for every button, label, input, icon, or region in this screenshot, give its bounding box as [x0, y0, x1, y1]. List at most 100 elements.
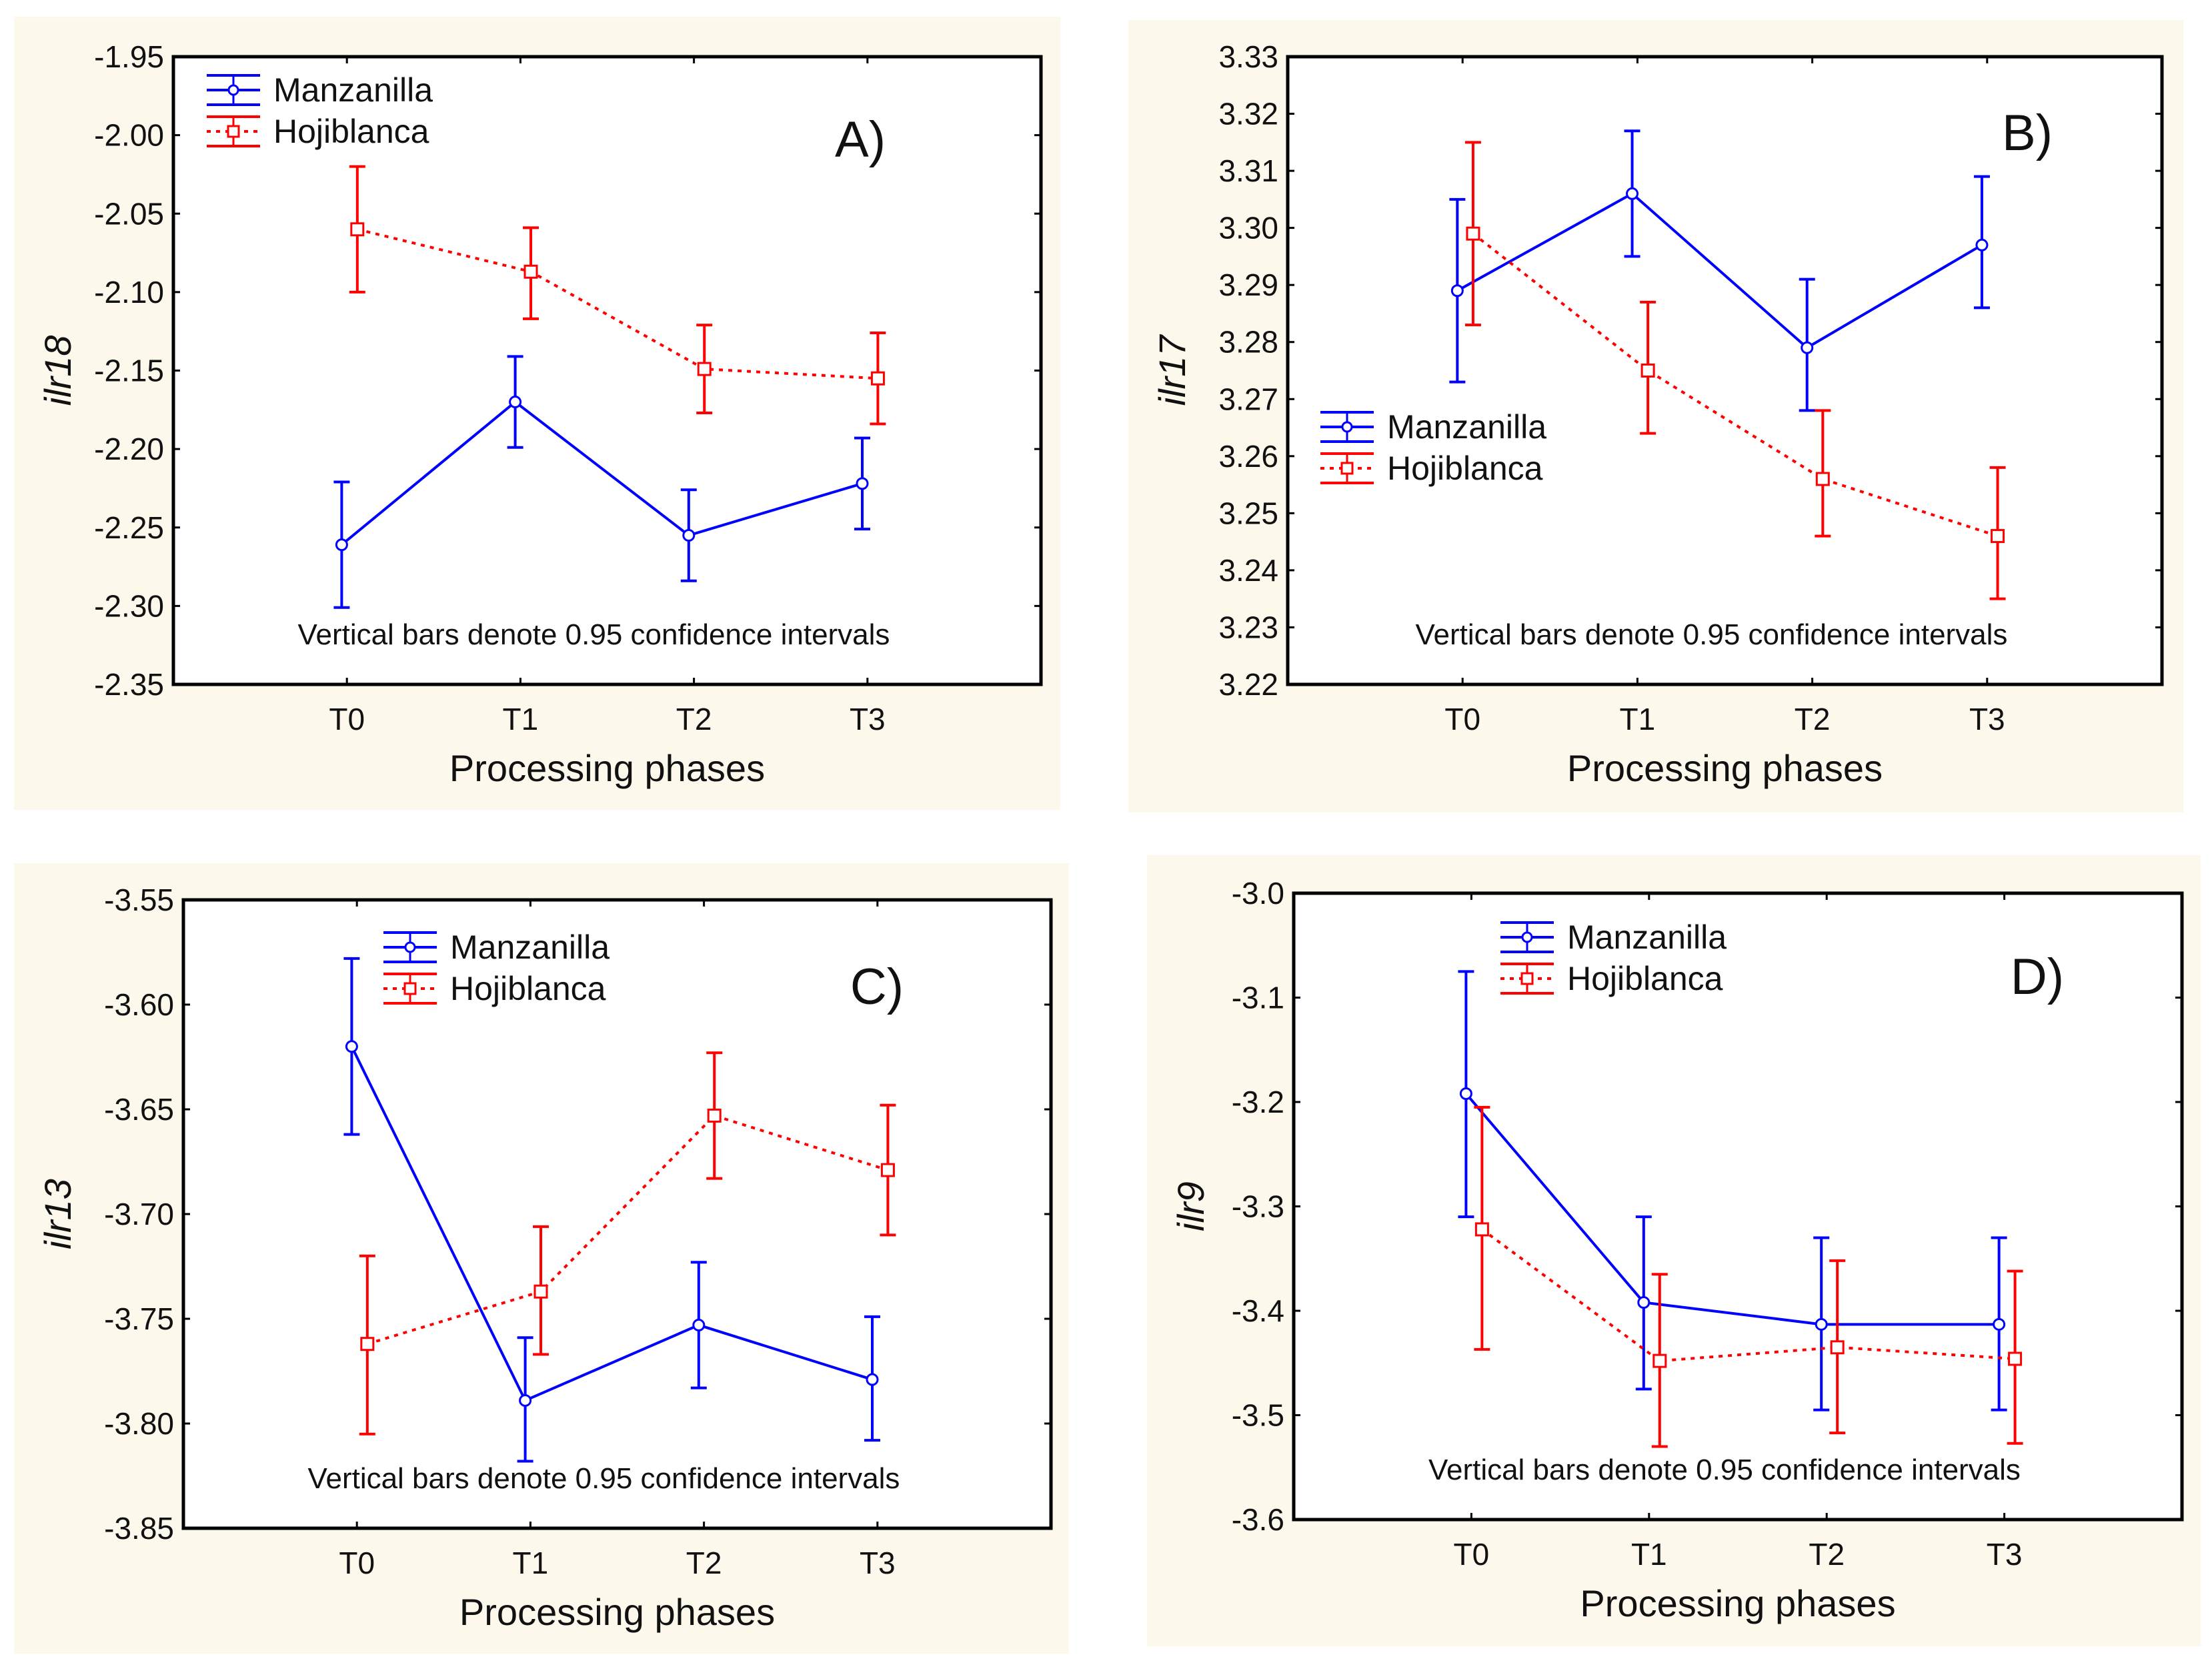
- x-axis-title: Processing phases: [449, 747, 765, 789]
- x-tick-label: T0: [1454, 1537, 1490, 1572]
- legend-marker: [403, 982, 417, 995]
- data-point: [692, 1318, 706, 1331]
- x-tick-label: T1: [1631, 1537, 1667, 1572]
- legend-item-hojiblanca: Hojiblanca: [207, 113, 429, 150]
- data-point: [880, 1163, 895, 1177]
- y-tick-label: 3.27: [1218, 382, 1278, 416]
- y-tick-label: -2.30: [94, 588, 164, 623]
- y-tick-label: -3.65: [104, 1092, 174, 1127]
- legend-item-manzanilla: Manzanilla: [1500, 919, 1727, 956]
- panel-label: A): [835, 111, 886, 168]
- data-point: [360, 1337, 375, 1351]
- legend-marker: [1340, 462, 1354, 475]
- y-tick-label: -1.95: [94, 39, 164, 74]
- legend-label: Hojiblanca: [450, 970, 606, 1007]
- legend-item-manzanilla: Manzanilla: [1320, 408, 1546, 446]
- data-point: [350, 222, 365, 237]
- plot-area: [1292, 891, 2184, 1522]
- data-point: [335, 538, 348, 552]
- x-tick-label: T1: [513, 1546, 549, 1580]
- y-tick-label: -3.85: [104, 1511, 174, 1546]
- panel-label: B): [2002, 105, 2053, 161]
- y-tick-label: 3.22: [1218, 667, 1278, 702]
- series-line: [1481, 1228, 2015, 1363]
- legend-item-hojiblanca: Hojiblanca: [383, 970, 606, 1007]
- series-line: [1456, 191, 1983, 350]
- legend-label: Hojiblanca: [1567, 960, 1723, 997]
- y-tick-label: -3.3: [1232, 1189, 1284, 1224]
- y-tick-label: -3.6: [1232, 1502, 1284, 1537]
- data-point: [1991, 529, 2005, 544]
- legend-marker: [1341, 421, 1353, 433]
- y-tick-label: -3.1: [1232, 981, 1284, 1015]
- x-tick-label: T2: [686, 1546, 722, 1580]
- series-hojiblanca: [1474, 1105, 2023, 1448]
- confidence-note: Vertical bars denote 0.95 confidence int…: [1428, 1454, 2021, 1486]
- plot-area: [1286, 55, 2164, 686]
- data-point: [1993, 1317, 2006, 1331]
- y-tick-label: -3.60: [104, 987, 174, 1022]
- confidence-note: Vertical bars denote 0.95 confidence int…: [1416, 618, 2008, 651]
- y-tick-label: -2.20: [94, 432, 164, 466]
- data-point: [1815, 1317, 1828, 1331]
- y-tick-label: 3.32: [1218, 97, 1278, 131]
- data-point: [345, 1040, 358, 1053]
- x-tick-label: T0: [339, 1546, 375, 1580]
- y-tick-label: -2.05: [94, 196, 164, 231]
- chart-panel-c: -3.55 -3.60 -3.65 -3.70 -3.75 -3.80 -3.85 T0 T1 T…: [14, 863, 1069, 1654]
- legend-item-manzanilla: Manzanilla: [383, 929, 610, 966]
- x-tick-label: T0: [329, 702, 365, 736]
- y-tick-label: 3.23: [1218, 610, 1278, 644]
- legend-label: Hojiblanca: [273, 113, 429, 150]
- data-point: [1801, 341, 1814, 354]
- legend-label: Hojiblanca: [1387, 450, 1543, 487]
- y-tick-label: 3.31: [1218, 153, 1278, 188]
- series-hojiblanca: [359, 1051, 896, 1436]
- y-axis-title: ilr13: [37, 1179, 79, 1249]
- y-tick-label: -3.4: [1232, 1293, 1284, 1328]
- data-point: [1466, 226, 1480, 241]
- legend-marker: [1520, 972, 1534, 985]
- series-line: [350, 1045, 873, 1403]
- legend-marker: [404, 941, 416, 953]
- plot-area: [171, 55, 1043, 686]
- y-tick-label: -3.5: [1232, 1398, 1284, 1433]
- legend-marker: [227, 84, 239, 96]
- data-point: [1640, 364, 1655, 378]
- y-tick-label: -3.75: [104, 1301, 174, 1336]
- legend-label: Manzanilla: [1387, 408, 1546, 446]
- x-tick-label: T1: [1620, 702, 1656, 736]
- y-axis-title: ilr17: [1151, 334, 1193, 406]
- y-tick-label: -3.80: [104, 1406, 174, 1441]
- series-manzanilla: [1458, 970, 2007, 1412]
- legend-label: Manzanilla: [1567, 919, 1727, 956]
- x-tick-label: T3: [1969, 702, 2005, 736]
- data-point: [523, 264, 538, 279]
- data-point: [533, 1284, 548, 1299]
- series-manzanilla: [333, 355, 870, 609]
- confidence-note: Vertical bars denote 0.95 confidence int…: [308, 1462, 900, 1495]
- y-tick-label: -2.25: [94, 510, 164, 545]
- data-point: [1652, 1353, 1667, 1368]
- y-tick-label: 3.26: [1218, 439, 1278, 474]
- chart-panel-d: -3.0 -3.1 -3.2 -3.3 -3.4 -3.5 -3.6 T0 T1 T2 T3 Proc…: [1147, 855, 2201, 1646]
- x-axis-title: Processing phases: [459, 1591, 775, 1633]
- data-point: [1637, 1295, 1650, 1309]
- series-hojiblanca: [1464, 141, 2006, 600]
- confidence-note: Vertical bars denote 0.95 confidence int…: [298, 618, 890, 651]
- data-point: [856, 477, 869, 490]
- y-tick-label: 3.30: [1218, 211, 1278, 245]
- y-tick-label: 3.33: [1218, 39, 1278, 74]
- x-tick-label: T3: [850, 702, 886, 736]
- data-point: [870, 371, 885, 386]
- data-point: [707, 1108, 722, 1123]
- x-tick-label: T2: [1809, 1537, 1845, 1572]
- legend-item-hojiblanca: Hojiblanca: [1320, 450, 1543, 487]
- series-line: [341, 400, 863, 546]
- series-manzanilla: [1449, 129, 1990, 412]
- y-tick-label: -2.10: [94, 275, 164, 310]
- chart-panel-a: -1.95 -2.00 -2.05 -2.10 -2.15 -2.20 -2.25 -2.30…: [14, 17, 1060, 810]
- data-point: [697, 362, 712, 376]
- y-tick-label: -2.15: [94, 354, 164, 388]
